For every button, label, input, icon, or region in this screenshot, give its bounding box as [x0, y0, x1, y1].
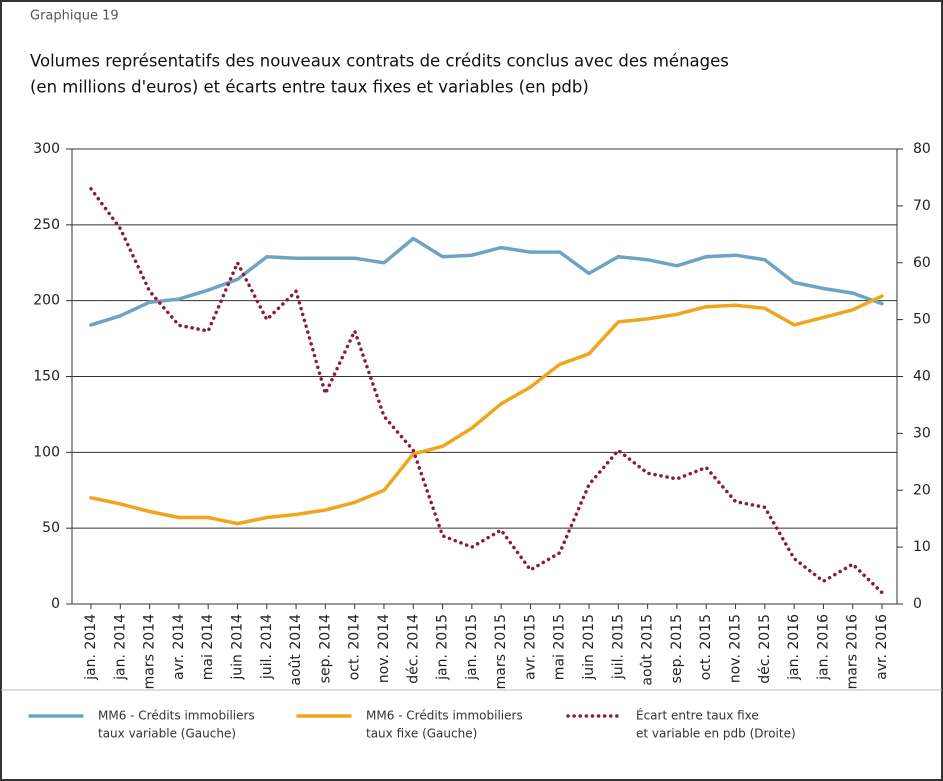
series-line [89, 187, 884, 595]
legend-label: Écart entre taux fixe [636, 708, 759, 723]
chart-title: Volumes représentatifs des nouveaux cont… [30, 52, 729, 71]
x-tick-label: août 2014 [288, 614, 304, 686]
series-line [89, 294, 884, 526]
chart-title: (en millions d'euros) et écarts entre ta… [30, 78, 589, 97]
y2-tick-label: 0 [913, 596, 922, 612]
y-tick-label: 100 [33, 444, 60, 460]
x-tick-label: jan. 2014 [112, 614, 128, 681]
legend-label: MM6 - Crédits immobiliers [366, 709, 523, 723]
y2-tick-label: 30 [913, 425, 931, 441]
y2-tick-label: 50 [913, 312, 931, 328]
y2-tick-label: 10 [913, 539, 931, 555]
y2-tick-label: 80 [913, 141, 931, 157]
y-tick-label: 0 [51, 596, 60, 612]
y2-tick-label: 20 [913, 482, 931, 498]
legend-label: et variable en pdb (Droite) [636, 727, 796, 741]
y-tick-label: 50 [42, 520, 60, 536]
x-tick-label: déc. 2014 [405, 614, 421, 684]
x-tick-label: jan. 2014 [83, 614, 99, 681]
x-tick-label: juil. 2015 [610, 614, 626, 680]
x-tick-label: déc. 2015 [757, 614, 773, 684]
x-tick-label: juin 2015 [581, 614, 597, 681]
x-tick-label: mars 2014 [142, 614, 158, 689]
y-tick-label: 300 [33, 141, 60, 157]
y-tick-label: 150 [33, 369, 60, 385]
x-tick-label: nov. 2015 [728, 614, 744, 683]
x-tick-label: oct. 2014 [347, 614, 363, 680]
x-tick-label: jan. 2016 [815, 614, 831, 681]
legend-label: taux variable (Gauche) [98, 727, 236, 741]
x-tick-label: mars 2016 [845, 614, 861, 689]
x-tick-label: jan. 2015 [464, 614, 480, 681]
x-tick-label: mai 2015 [552, 614, 568, 680]
y-tick-label: 250 [33, 217, 60, 233]
x-tick-label: sep. 2014 [317, 614, 333, 683]
legend-label: taux fixe (Gauche) [366, 727, 477, 741]
x-tick-label: mars 2015 [493, 614, 509, 689]
x-tick-label: avr. 2015 [522, 614, 538, 680]
y2-tick-label: 70 [913, 198, 931, 214]
x-tick-label: sep. 2015 [669, 614, 685, 683]
x-tick-label: jan. 2015 [435, 614, 451, 681]
y-tick-label: 200 [33, 293, 60, 309]
x-tick-label: avr. 2016 [874, 614, 890, 680]
x-tick-label: juil. 2014 [259, 614, 275, 680]
y2-tick-label: 40 [913, 369, 931, 385]
x-tick-label: oct. 2015 [698, 614, 714, 680]
legend-label: MM6 - Crédits immobiliers [98, 709, 255, 723]
x-tick-label: juin 2014 [229, 614, 245, 681]
chart-header: Graphique 19 [30, 9, 119, 24]
x-tick-label: nov. 2014 [376, 614, 392, 683]
y2-tick-label: 60 [913, 255, 931, 271]
x-tick-label: jan. 2016 [786, 614, 802, 681]
x-tick-label: mai 2014 [200, 614, 216, 680]
x-tick-label: avr. 2014 [171, 614, 187, 680]
x-tick-label: août 2015 [640, 614, 656, 686]
series-line [89, 236, 884, 327]
